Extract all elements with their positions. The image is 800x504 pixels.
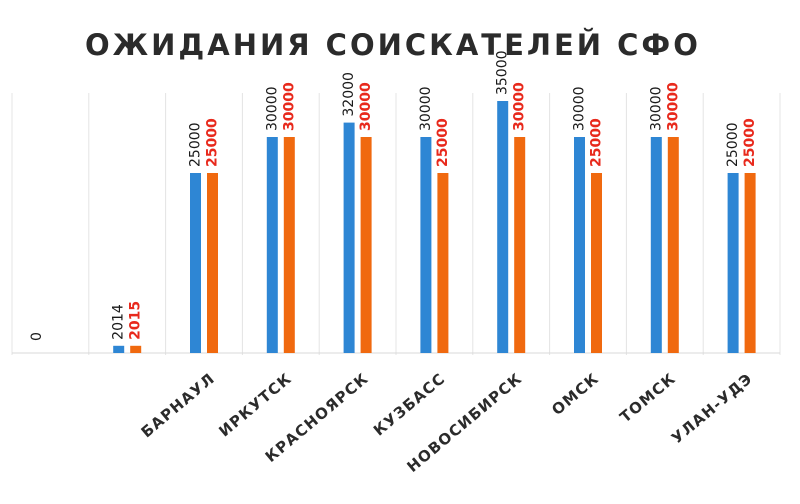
data-label-s1-0: 0 <box>29 332 45 341</box>
tick-label-2: БАРНАУЛ <box>138 369 219 441</box>
bar-2015-2 <box>207 173 218 353</box>
bar-2015-3 <box>283 137 295 353</box>
data-label-s2-6: 30000 <box>512 82 528 131</box>
bar-2015-8 <box>667 137 679 353</box>
bar-2015-5 <box>437 173 449 353</box>
bar-2014-8 <box>650 137 662 353</box>
data-label-s1-2: 25000 <box>188 122 204 167</box>
bar-2014-1 <box>113 345 125 353</box>
bars-layer <box>113 101 756 353</box>
chart-title: ОЖИДАНИЯ СОИСКАТЕЛЕЙ СФО <box>85 28 701 62</box>
bar-2014-7 <box>574 137 585 353</box>
data-label-s1-7: 30000 <box>572 86 588 131</box>
bar-2015-4 <box>360 137 372 353</box>
tick-label-9: УЛАН-УДЭ <box>668 369 756 447</box>
tick-label-3: ИРКУТСК <box>215 369 295 440</box>
data-label-s2-9: 25000 <box>742 118 758 167</box>
data-label-s1-4: 32000 <box>341 72 357 117</box>
bar-2015-6 <box>514 137 526 353</box>
data-label-s2-4: 30000 <box>358 82 374 131</box>
bar-2014-6 <box>497 101 509 353</box>
bar-2015-9 <box>744 173 756 353</box>
data-label-s1-6: 35000 <box>495 50 511 95</box>
data-label-s1-9: 25000 <box>725 122 741 167</box>
data-label-s2-7: 25000 <box>589 118 605 167</box>
bar-2014-3 <box>266 137 278 353</box>
tick-label-5: КУЗБАСС <box>370 369 449 439</box>
data-label-s2-8: 30000 <box>665 82 681 131</box>
bar-2015-7 <box>591 173 602 353</box>
bar-2014-4 <box>343 122 355 353</box>
tick-label-8: ТОМСК <box>616 369 679 426</box>
data-label-s1-1: 2014 <box>111 304 127 340</box>
data-label-s2-5: 25000 <box>435 118 451 167</box>
bar-2014-5 <box>420 137 432 353</box>
data-label-s1-8: 30000 <box>648 86 664 131</box>
data-label-s1-5: 30000 <box>418 86 434 131</box>
tick-label-7: ОМСК <box>548 369 602 419</box>
data-label-s2-2: 25000 <box>205 118 221 167</box>
data-label-s2-1: 2015 <box>128 301 144 340</box>
bar-2014-2 <box>190 173 201 353</box>
ticks-layer: БАРНАУЛИРКУТСККРАСНОЯРСККУЗБАССНОВОСИБИР… <box>138 369 757 476</box>
bar-2014-9 <box>727 173 739 353</box>
data-label-s2-3: 30000 <box>281 82 297 131</box>
data-label-s1-3: 30000 <box>264 86 280 131</box>
bar-2015-1 <box>130 345 142 353</box>
